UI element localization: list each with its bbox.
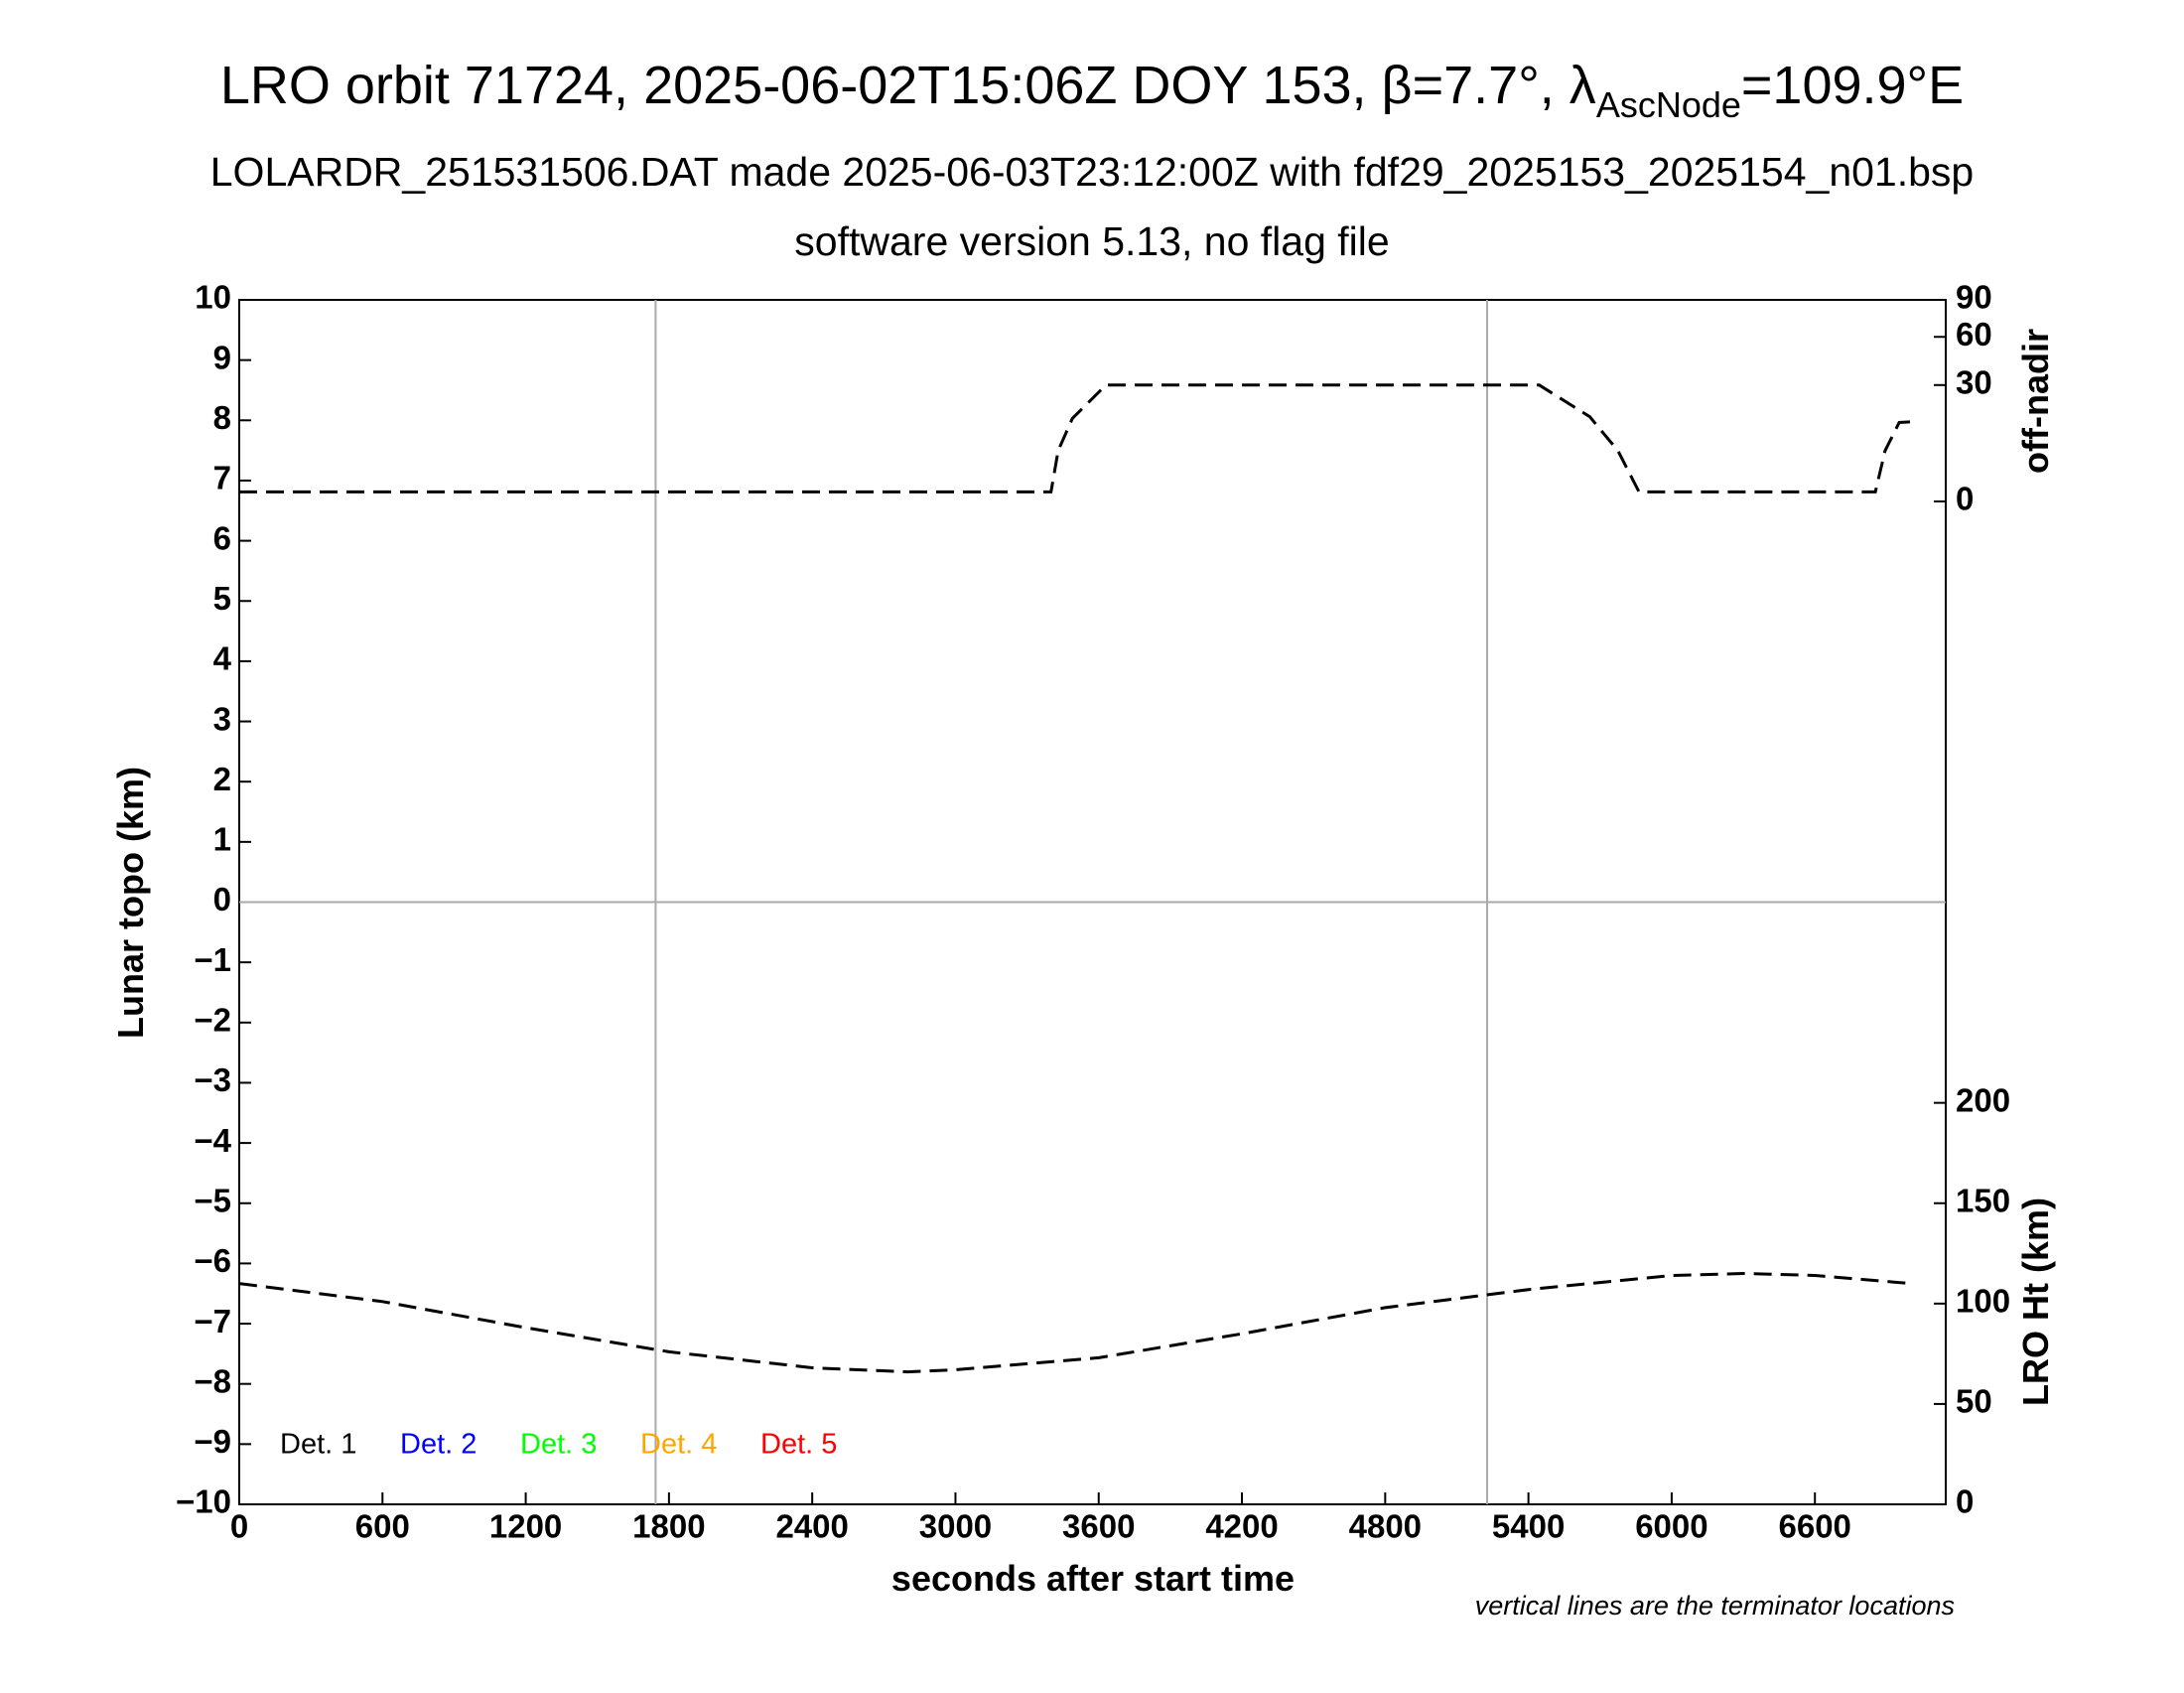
y-tick-label: −10 — [176, 1483, 231, 1520]
x-tick-label: 4800 — [1349, 1508, 1422, 1545]
subtitle: LOLARDR_251531506.DAT made 2025-06-03T23… — [210, 149, 1974, 195]
data-line — [239, 383, 1911, 494]
x-tick-label: 3600 — [1062, 1508, 1135, 1545]
y3-tick-label: 50 — [1956, 1383, 1992, 1420]
x-axis-label: seconds after start time — [891, 1558, 1295, 1599]
y3-axis-label: LRO Ht (km) — [2015, 1198, 2056, 1406]
y-tick-label: 1 — [213, 821, 231, 858]
y2-tick-label: 30 — [1956, 364, 1992, 401]
y-tick-label: −7 — [194, 1303, 231, 1340]
x-tick-label: 2400 — [775, 1508, 848, 1545]
y3-tick-label: 200 — [1956, 1081, 2010, 1118]
y-tick-label: −4 — [194, 1122, 231, 1159]
y-tick-label: 9 — [213, 339, 231, 375]
data-line — [238, 1271, 1911, 1374]
y-tick-label: 3 — [213, 700, 231, 737]
y-tick-label: 5 — [213, 580, 231, 617]
y-tick-label: 7 — [213, 460, 231, 496]
y2-tick-label: 60 — [1956, 316, 1992, 353]
x-tick-label: 6000 — [1635, 1508, 1707, 1545]
x-tick-label: 0 — [230, 1508, 248, 1545]
x-tick-label: 5400 — [1492, 1508, 1565, 1545]
legend-entry: Det. 3 — [520, 1429, 597, 1461]
x-tick-label: 600 — [355, 1508, 410, 1545]
y-tick-label: 8 — [213, 399, 231, 436]
title-sub: AscNode — [1596, 84, 1741, 125]
chart-title: LRO orbit 71724, 2025-06-02T15:06Z DOY 1… — [220, 56, 1964, 125]
y-tick-label: −8 — [194, 1362, 231, 1399]
y-axis-label: Lunar topo (km) — [110, 767, 151, 1039]
x-tick-label: 6600 — [1779, 1508, 1851, 1545]
x-tick-label: 1200 — [489, 1508, 562, 1545]
y3-tick-label: 0 — [1956, 1483, 1974, 1520]
y-tick-label: 10 — [195, 279, 231, 316]
title-end: =109.9°E — [1741, 56, 1964, 115]
y3-tick-label: 150 — [1956, 1182, 2010, 1218]
legend-entry: Det. 1 — [280, 1429, 356, 1461]
x-tick-label: 3000 — [919, 1508, 992, 1545]
y-tick-label: −9 — [194, 1423, 231, 1460]
y3-tick-label: 100 — [1956, 1283, 2010, 1320]
note: vertical lines are the terminator locati… — [1475, 1591, 1955, 1621]
y-tick-label: 4 — [213, 640, 232, 677]
subtitle: software version 5.13, no flag file — [794, 218, 1389, 264]
y2-tick-label: 0 — [1956, 481, 1974, 517]
y2-axis-label: off-nadir — [2015, 329, 2056, 474]
legend-entry: Det. 5 — [760, 1429, 837, 1461]
y2-tick-label: 90 — [1956, 279, 1992, 316]
y-tick-label: 2 — [213, 761, 231, 797]
y-tick-label: 0 — [213, 881, 231, 917]
y-tick-label: 6 — [213, 519, 231, 556]
legend-entry: Det. 2 — [400, 1429, 477, 1461]
y-tick-label: −1 — [194, 941, 231, 978]
x-tick-label: 1800 — [632, 1508, 705, 1545]
y-tick-label: −3 — [194, 1061, 231, 1098]
y-tick-label: −6 — [194, 1242, 231, 1279]
legend-entry: Det. 4 — [640, 1429, 717, 1461]
y-tick-label: −2 — [194, 1002, 231, 1039]
x-tick-label: 4200 — [1205, 1508, 1278, 1545]
y-tick-label: −5 — [194, 1182, 231, 1218]
title-main: LRO orbit 71724, 2025-06-02T15:06Z DOY 1… — [220, 56, 1596, 115]
